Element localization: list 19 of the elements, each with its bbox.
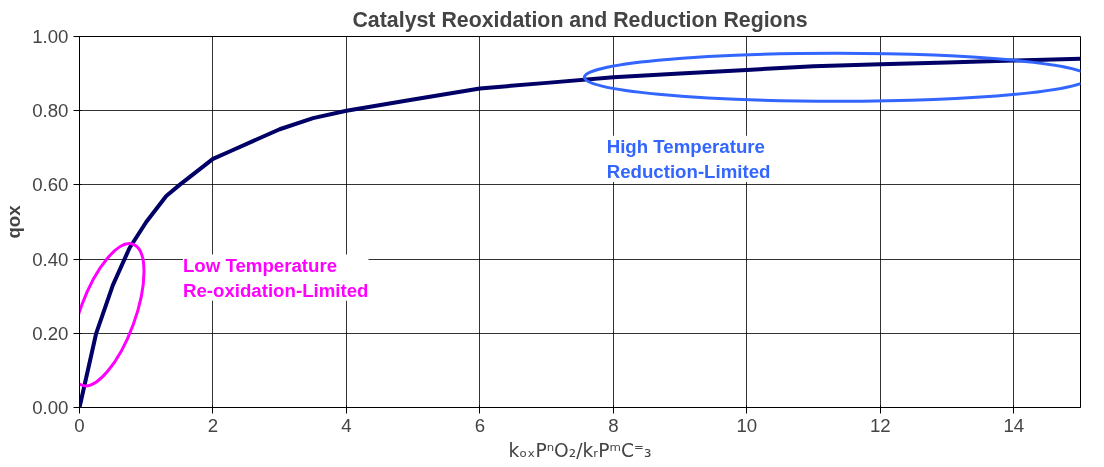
x-tick-label: 12 [869, 414, 891, 436]
x-tick-label: 8 [608, 414, 619, 436]
y-tick-label: 1.00 [32, 26, 69, 47]
x-tick-label: 4 [341, 414, 352, 436]
y-tick-label: 0.00 [32, 397, 69, 418]
x-tick-label: 2 [207, 414, 219, 436]
annotation: High Temperature Reduction-Limited [606, 135, 771, 183]
y-tick-label: 0.40 [32, 248, 69, 270]
chart-title: Catalyst Reoxidation and Reduction Regions [352, 7, 808, 32]
x-tick-label: 6 [474, 414, 486, 436]
y-axis-title: qox [3, 204, 25, 239]
y-tick-label: 0.20 [32, 322, 69, 344]
x-tick-label: 10 [736, 414, 758, 436]
y-tick-label: 0.80 [32, 100, 69, 122]
annotation: Low Temperature Re-oxidation-Limited [182, 254, 369, 301]
x-tick-label: 0 [74, 414, 85, 436]
x-tick-label: 14 [1003, 414, 1025, 436]
x-axis-title: kₒₓPⁿO₂/kᵣPᵐC⁼₃ [508, 439, 652, 461]
y-tick-label: 0.60 [32, 174, 69, 196]
